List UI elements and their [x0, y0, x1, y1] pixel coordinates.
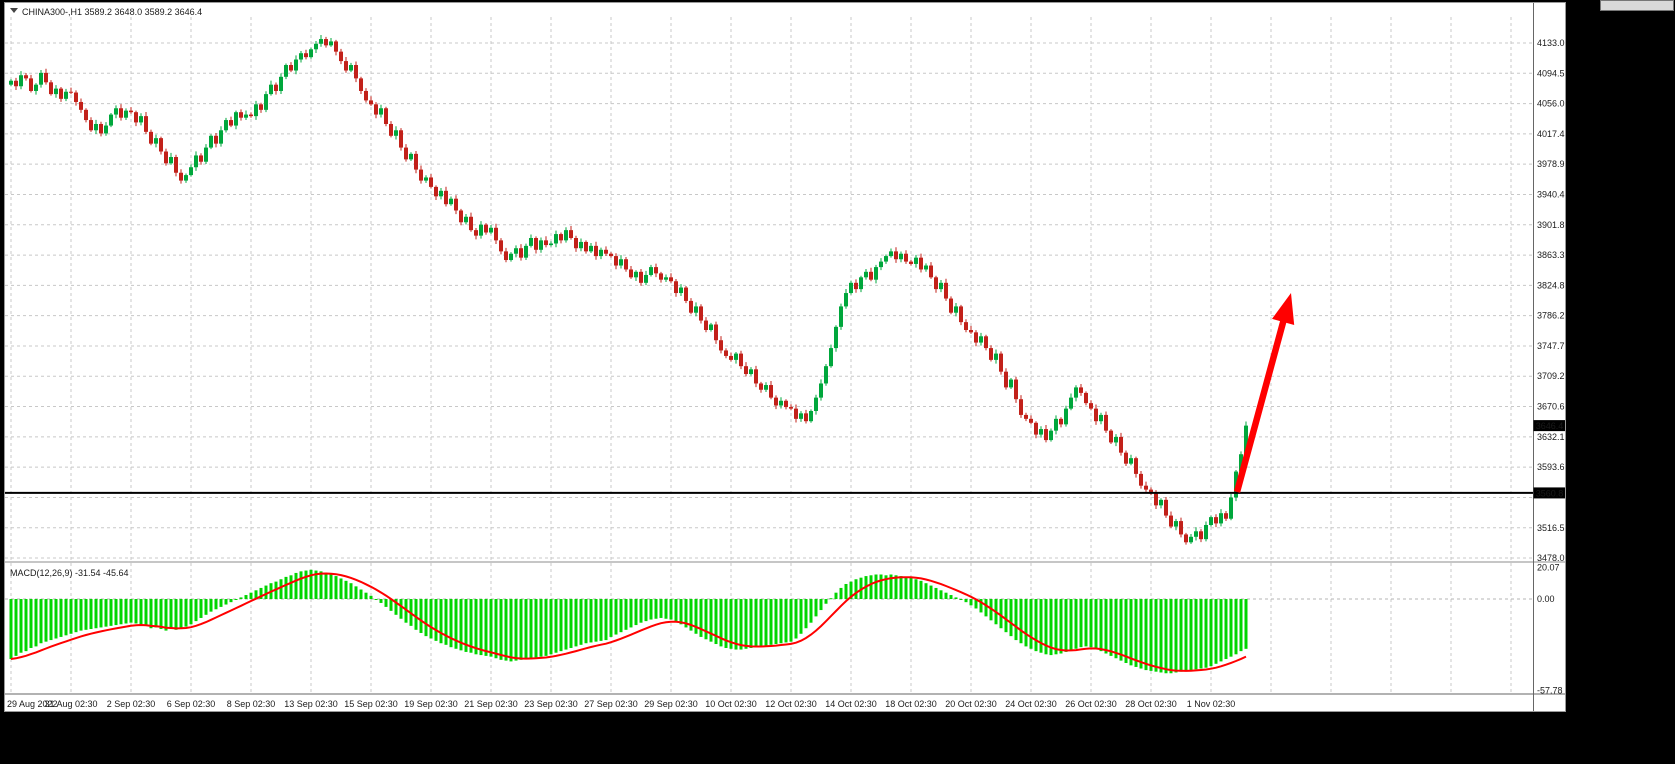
- background-window-fragment: [1600, 0, 1674, 11]
- price-axis-label: 3747.7: [1537, 341, 1565, 351]
- time-axis-label: 31 Aug 02:30: [44, 699, 97, 709]
- time-axis-label: 29 Sep 02:30: [644, 699, 698, 709]
- svg-text:3646.4: 3646.4: [1536, 421, 1564, 431]
- price-axis-label: 3478.0: [1537, 553, 1565, 563]
- time-axis-label: 15 Sep 02:30: [344, 699, 398, 709]
- macd-histogram: [9, 569, 1248, 674]
- price-axis-label: 4056.0: [1537, 99, 1565, 109]
- price-axis-label: 3786.2: [1537, 311, 1565, 321]
- grid-lines: [5, 17, 1533, 693]
- price-axis-label: 3863.3: [1537, 250, 1565, 260]
- time-axis-label: 19 Sep 02:30: [404, 699, 458, 709]
- time-axis-label: 12 Oct 02:30: [765, 699, 817, 709]
- price-axis-label: 3516.5: [1537, 523, 1565, 533]
- time-axis-label: 1 Nov 02:30: [1187, 699, 1236, 709]
- macd-scale-label: -57.78: [1537, 685, 1563, 695]
- macd-signal-line: [10, 572, 1247, 672]
- price-axis-label: 4094.5: [1537, 68, 1565, 78]
- last-price-marker: [1533, 420, 1565, 432]
- macd-scale-label: 20.07: [1537, 562, 1560, 572]
- time-axis-label: 26 Oct 02:30: [1065, 699, 1117, 709]
- price-axis-label: 3901.8: [1537, 220, 1565, 230]
- macd-scale: 20.07 0.00 -57.78: [1537, 562, 1563, 695]
- time-axis-label: 29 Aug 2022: [7, 699, 58, 709]
- svg-text:3560.8: 3560.8: [1536, 488, 1564, 498]
- panel-separators: [5, 3, 1565, 711]
- price-axis-label: 3940.4: [1537, 189, 1565, 199]
- macd-indicator-label: MACD(12,26,9) -31.54 -45.64: [10, 568, 129, 578]
- time-axis-label: 23 Sep 02:30: [524, 699, 578, 709]
- time-axis-label: 13 Sep 02:30: [284, 699, 338, 709]
- chart-window: 4133.0 4094.5 4056.0 4017.4 3978.9 3940.4 3901…: [4, 2, 1566, 712]
- time-axis-label: 6 Sep 02:30: [167, 699, 216, 709]
- candlestick-series: [9, 34, 1248, 545]
- time-axis-label: 2 Sep 02:30: [107, 699, 156, 709]
- price-axis[interactable]: 4133.0 4094.5 4056.0 4017.4 3978.9 3940.4 3901…: [1533, 38, 1566, 563]
- chart-title-ohlc: CHINA300-,H1 3589.2 3648.0 3589.2 3646.4: [22, 7, 202, 17]
- line-price-marker: [1533, 487, 1565, 499]
- price-axis-label: 4017.4: [1537, 129, 1565, 139]
- price-axis-label: 3632.1: [1537, 432, 1565, 442]
- trend-arrow-annotation[interactable]: [1233, 293, 1295, 493]
- time-axis-label: 8 Sep 02:30: [227, 699, 276, 709]
- macd-scale-label: 0.00: [1537, 594, 1555, 604]
- price-axis-label: 3593.6: [1537, 462, 1565, 472]
- time-axis-label: 24 Oct 02:30: [1005, 699, 1057, 709]
- price-axis-label: 3670.6: [1537, 402, 1565, 412]
- time-axis-label: 27 Sep 02:30: [584, 699, 638, 709]
- price-axis-label: 3824.8: [1537, 280, 1565, 290]
- chart-canvas[interactable]: 4133.0 4094.5 4056.0 4017.4 3978.9 3940.4 3901…: [5, 3, 1565, 711]
- price-axis-label: 3978.9: [1537, 159, 1565, 169]
- time-axis-label: 10 Oct 02:30: [705, 699, 757, 709]
- price-axis-label: 4133.0: [1537, 38, 1565, 48]
- symbol-dropdown-icon: [10, 8, 18, 13]
- time-axis-label: 18 Oct 02:30: [885, 699, 937, 709]
- time-axis-label: 14 Oct 02:30: [825, 699, 877, 709]
- time-axis-label: 20 Oct 02:30: [945, 699, 997, 709]
- time-axis-label: 21 Sep 02:30: [464, 699, 518, 709]
- price-axis-label: 3709.2: [1537, 371, 1565, 381]
- time-axis-label: 28 Oct 02:30: [1125, 699, 1177, 709]
